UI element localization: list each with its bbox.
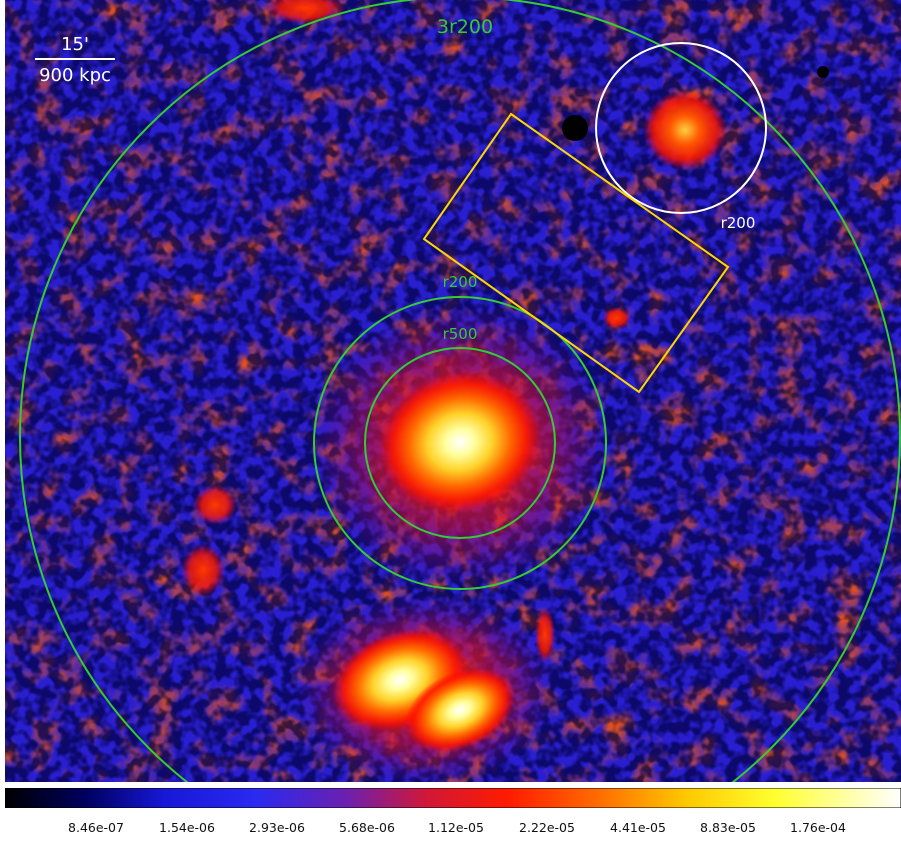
- colorbar-tick-3: 5.68e-06: [339, 820, 395, 835]
- colorbar-tick-1: 1.54e-06: [159, 820, 215, 835]
- colorbar-tick-2: 2.93e-06: [249, 820, 305, 835]
- group-r200-label: r200: [721, 214, 756, 232]
- filament-blob: [603, 307, 631, 329]
- colorbar-tick-6: 4.41e-05: [610, 820, 666, 835]
- xray-map-svg: 15' 900 kpc 3r200 r200 r500 r200: [5, 0, 901, 782]
- colorbar-tick-8: 1.76e-04: [790, 820, 846, 835]
- colorbar-tick-7: 8.83e-05: [700, 820, 756, 835]
- masked-point-source: [562, 115, 588, 141]
- cluster-r200-circle: [313, 296, 607, 590]
- group-r200-circle: [595, 42, 767, 214]
- east-streak: [535, 607, 555, 663]
- colorbar-tick-5: 2.22e-05: [519, 820, 575, 835]
- cluster-r200-label: r200: [443, 273, 478, 291]
- west-blob-upper: [193, 485, 237, 525]
- west-blob-lower: [181, 544, 225, 596]
- colorbar: [4, 787, 901, 809]
- colorbar-tick-0: 8.46e-07: [68, 820, 124, 835]
- xray-image-panel: 15' 900 kpc 3r200 r200 r500 r200: [5, 0, 901, 782]
- outer-circle-label: 3r200: [437, 16, 493, 38]
- colorbar-tick-4: 1.12e-05: [428, 820, 484, 835]
- small-dark-spot: [817, 66, 829, 78]
- cluster-core: [378, 371, 542, 513]
- southern-clump-right: [405, 667, 515, 753]
- cluster-r500-circle: [364, 347, 556, 539]
- filament-box: [422, 112, 730, 394]
- colorbar-svg: [4, 787, 901, 809]
- cluster-r500-label: r500: [443, 325, 478, 343]
- scalebar-distance-label: 900 kpc: [39, 65, 111, 86]
- scalebar-angle-label: 15': [61, 34, 89, 55]
- group-blob: [643, 90, 727, 170]
- colorbar-gradient: [4, 787, 901, 809]
- outer-3r200-circle: [19, 0, 901, 782]
